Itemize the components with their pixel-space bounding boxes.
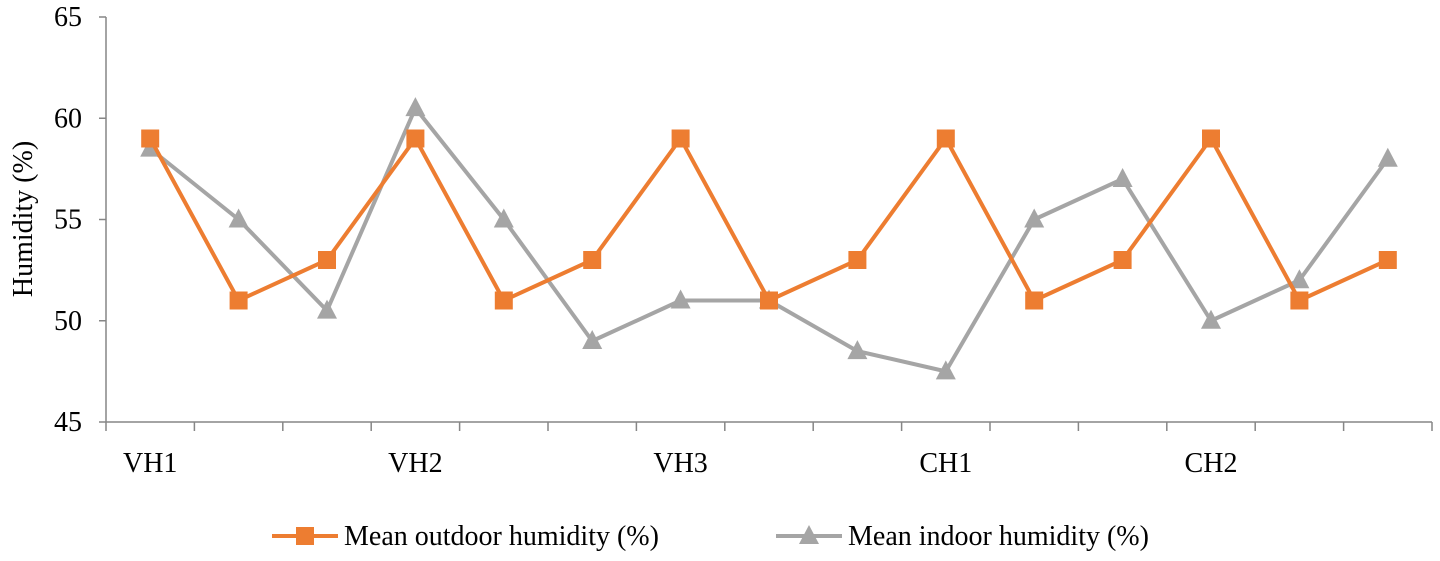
data-point-square bbox=[1025, 291, 1044, 310]
data-point-square bbox=[1378, 251, 1397, 269]
data-point-square bbox=[141, 129, 160, 148]
series-outdoor bbox=[141, 129, 1397, 310]
data-point-triangle bbox=[1289, 269, 1310, 289]
x-axis-tick-labels: VH1 VH2 VH3 CH1 CH2 bbox=[123, 448, 1237, 479]
legend-label: Mean indoor humidity (%) bbox=[848, 521, 1149, 552]
data-point-triangle bbox=[935, 360, 956, 380]
data-point-square bbox=[318, 251, 336, 269]
legend-label: Mean outdoor humidity (%) bbox=[344, 521, 659, 552]
legend-square-marker bbox=[296, 527, 314, 545]
series-layer bbox=[140, 97, 1398, 380]
legend: Mean outdoor humidity (%) Mean indoor hum… bbox=[272, 521, 1149, 552]
data-point-triangle bbox=[228, 208, 249, 228]
x-tick-label: CH1 bbox=[919, 448, 972, 479]
chart-axes bbox=[99, 16, 1433, 431]
data-point-square bbox=[671, 129, 690, 148]
x-tick-label: VH2 bbox=[388, 448, 442, 479]
y-tick-label: 45 bbox=[54, 407, 82, 438]
y-tick-label: 55 bbox=[54, 205, 82, 236]
data-point-square bbox=[1290, 291, 1309, 310]
data-point-triangle bbox=[405, 97, 426, 117]
y-axis-tick-labels: 45 50 55 60 65 bbox=[54, 2, 82, 438]
legend-item: Mean indoor humidity (%) bbox=[776, 521, 1149, 552]
data-point-square bbox=[848, 251, 867, 269]
x-tick-label: VH1 bbox=[123, 448, 177, 479]
y-tick-label: 65 bbox=[54, 2, 82, 33]
data-point-triangle bbox=[670, 289, 691, 309]
data-point-square bbox=[1113, 251, 1132, 269]
legend-triangle-marker bbox=[799, 525, 819, 544]
series-line bbox=[148, 136, 1389, 303]
x-tick-label: CH2 bbox=[1185, 448, 1238, 479]
data-point-square bbox=[760, 291, 778, 310]
data-point-square bbox=[229, 291, 248, 310]
data-point-triangle bbox=[1377, 147, 1398, 167]
data-point-triangle bbox=[317, 299, 337, 319]
data-point-triangle bbox=[847, 340, 868, 360]
data-point-square bbox=[936, 129, 955, 148]
y-tick-label: 60 bbox=[54, 103, 82, 134]
data-point-triangle bbox=[1201, 309, 1221, 329]
y-axis-title: Humidity (%) bbox=[8, 141, 39, 297]
data-point-triangle bbox=[582, 330, 603, 349]
y-tick-label: 50 bbox=[54, 306, 82, 337]
legend-item: Mean outdoor humidity (%) bbox=[272, 521, 659, 552]
data-point-square bbox=[1202, 129, 1220, 148]
x-tick-label: VH3 bbox=[653, 448, 707, 479]
data-point-square bbox=[583, 251, 602, 269]
data-point-triangle bbox=[1024, 208, 1045, 228]
data-point-triangle bbox=[1112, 168, 1133, 187]
data-point-square bbox=[494, 291, 513, 310]
data-point-square bbox=[406, 129, 425, 148]
data-point-triangle bbox=[493, 208, 514, 228]
